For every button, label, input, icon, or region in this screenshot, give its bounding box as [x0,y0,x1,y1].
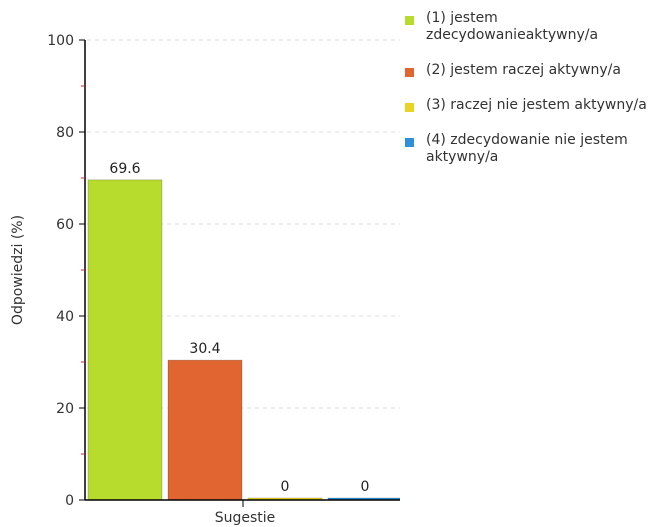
legend-label: (1) jestem zdecydowanieaktywny/a [426,10,599,43]
bar [87,179,163,501]
y-tick-label: 40 [56,309,74,325]
legend-label: (2) jestem raczej aktywny/a [426,62,621,78]
legend-label: (4) zdecydowanie nie jestem aktywny/a [426,132,628,165]
legend-item: (1) jestem zdecydowanieaktywny/a [400,10,668,44]
bar-value-label: 69.6 [109,161,140,177]
y-axis-label: Odpowiedzi (%) [10,215,26,325]
y-tick-label: 0 [65,493,74,509]
legend: (1) jestem zdecydowanieaktywny/a (2) jest… [400,10,668,184]
legend-swatch [405,138,414,147]
legend-swatch [405,16,414,25]
legend-swatch [405,103,414,112]
x-axis-label: Sugestie [215,510,276,526]
bar [167,359,243,501]
legend-item: (2) jestem raczej aktywny/a [400,62,668,79]
legend-item: (3) raczej nie jestem aktywny/a [400,97,668,114]
bar-value-label: 0 [361,479,370,495]
y-tick-label: 80 [56,125,74,141]
legend-swatch [405,68,414,77]
bar-value-label: 0 [281,479,290,495]
bar-chart: 69.6 30.4 0 0 0 20 40 60 80 100 Sugestie Odpowie… [10,33,400,526]
legend-label: (3) raczej nie jestem aktywny/a [426,97,647,113]
y-tick-label: 20 [56,401,74,417]
legend-item: (4) zdecydowanie nie jestem aktywny/a [400,132,668,166]
y-tick-label: 60 [56,217,74,233]
y-tick-label: 100 [47,33,74,49]
bar-value-label: 30.4 [189,341,220,357]
